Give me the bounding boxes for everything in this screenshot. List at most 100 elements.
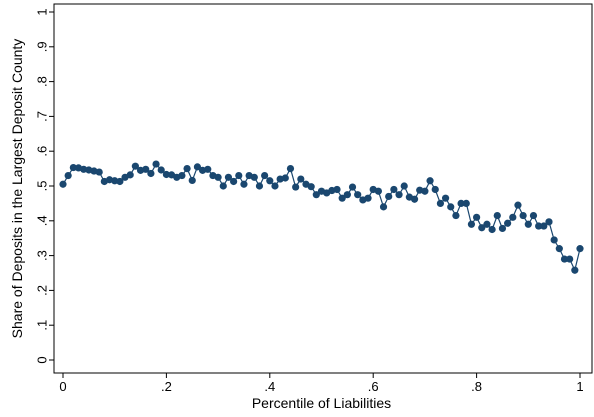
data-point bbox=[571, 266, 579, 274]
data-point bbox=[204, 165, 212, 173]
data-point bbox=[183, 165, 191, 173]
data-point bbox=[447, 203, 455, 211]
x-tick-label: .6 bbox=[368, 379, 379, 394]
series-line bbox=[62, 163, 581, 273]
data-point bbox=[224, 173, 233, 181]
data-point bbox=[452, 211, 460, 220]
data-point bbox=[64, 171, 72, 180]
data-point bbox=[395, 191, 403, 199]
data-point bbox=[59, 180, 67, 188]
y-tick-label: 1 bbox=[35, 8, 50, 15]
data-point bbox=[576, 245, 584, 253]
data-point bbox=[504, 219, 512, 227]
data-point bbox=[379, 203, 388, 211]
data-point bbox=[431, 185, 439, 194]
data-point bbox=[535, 222, 543, 230]
data-point bbox=[292, 183, 300, 191]
data-point bbox=[478, 224, 486, 232]
data-point bbox=[142, 165, 150, 173]
y-tick-label: .4 bbox=[35, 215, 50, 226]
data-point bbox=[514, 201, 522, 209]
data-point bbox=[410, 195, 419, 203]
data-point bbox=[509, 213, 517, 221]
data-point bbox=[188, 176, 196, 185]
data-point bbox=[193, 163, 202, 171]
data-point bbox=[126, 171, 134, 179]
x-axis: 0 .2 .4 .6 .8 1 bbox=[54, 372, 592, 394]
data-point bbox=[400, 182, 408, 190]
data-point bbox=[214, 173, 222, 181]
data-point bbox=[566, 255, 574, 263]
data-point bbox=[462, 199, 470, 207]
data-point bbox=[307, 183, 315, 191]
data-point bbox=[297, 175, 305, 183]
y-tick-label: .7 bbox=[35, 111, 50, 122]
data-point bbox=[421, 187, 429, 195]
data-point bbox=[436, 199, 445, 207]
data-point bbox=[281, 174, 289, 182]
data-point bbox=[545, 218, 553, 226]
data-point bbox=[131, 162, 139, 170]
data-point bbox=[338, 194, 346, 202]
data-point bbox=[157, 166, 165, 174]
data-point bbox=[271, 182, 279, 190]
data-point bbox=[524, 220, 532, 228]
x-tick-label: .4 bbox=[264, 379, 275, 394]
data-point bbox=[483, 220, 491, 228]
data-point bbox=[95, 168, 103, 176]
data-point bbox=[69, 163, 77, 172]
data-point bbox=[219, 182, 227, 190]
data-point bbox=[467, 220, 476, 228]
data-point bbox=[152, 160, 160, 168]
y-axis: 0 .1 .2 .3 .4 .5 .6 .7 .8 .9 1 bbox=[35, 4, 55, 373]
data-point bbox=[555, 245, 563, 253]
data-point bbox=[560, 255, 569, 263]
y-tick-label: .5 bbox=[35, 181, 50, 192]
data-point bbox=[147, 169, 155, 178]
data-point bbox=[250, 173, 258, 181]
y-tick-label: .2 bbox=[35, 285, 50, 296]
x-tick-label: 0 bbox=[59, 379, 66, 394]
data-point bbox=[390, 185, 398, 194]
series-layer bbox=[59, 160, 584, 274]
data-point bbox=[348, 183, 357, 191]
data-point bbox=[493, 211, 501, 220]
y-tick-label: .3 bbox=[35, 250, 50, 261]
data-point bbox=[385, 192, 393, 201]
data-point bbox=[178, 171, 186, 180]
data-point bbox=[498, 224, 507, 233]
data-point bbox=[354, 191, 362, 199]
data-point bbox=[235, 171, 243, 180]
x-axis-label: Percentile of Liabilities bbox=[252, 395, 391, 411]
data-point bbox=[488, 225, 496, 234]
y-tick-label: 0 bbox=[35, 356, 50, 363]
y-tick-label: .1 bbox=[35, 320, 50, 331]
x-tick-label: .2 bbox=[161, 379, 172, 394]
data-point bbox=[162, 170, 170, 179]
y-tick-label: .8 bbox=[35, 76, 50, 87]
data-point bbox=[333, 185, 341, 194]
y-tick-label: .9 bbox=[35, 41, 50, 52]
data-point bbox=[364, 194, 372, 202]
data-point bbox=[343, 191, 351, 199]
data-point bbox=[230, 177, 238, 186]
data-point bbox=[116, 177, 124, 186]
data-point bbox=[550, 236, 558, 244]
data-point bbox=[426, 177, 434, 185]
data-point bbox=[441, 194, 450, 202]
data-point bbox=[261, 171, 269, 180]
y-tick-label: .6 bbox=[35, 146, 50, 157]
data-point bbox=[266, 177, 274, 185]
data-point bbox=[255, 182, 264, 190]
data-point bbox=[519, 211, 527, 220]
x-tick-label: 1 bbox=[576, 379, 583, 394]
x-tick-label: .8 bbox=[471, 379, 482, 394]
data-point bbox=[457, 199, 465, 207]
data-point bbox=[540, 222, 548, 230]
y-axis-label: Share of Deposits in the Largest Deposit… bbox=[9, 39, 25, 339]
data-point bbox=[473, 213, 481, 221]
data-point bbox=[240, 180, 248, 188]
data-point bbox=[312, 191, 320, 199]
data-point bbox=[286, 165, 295, 173]
